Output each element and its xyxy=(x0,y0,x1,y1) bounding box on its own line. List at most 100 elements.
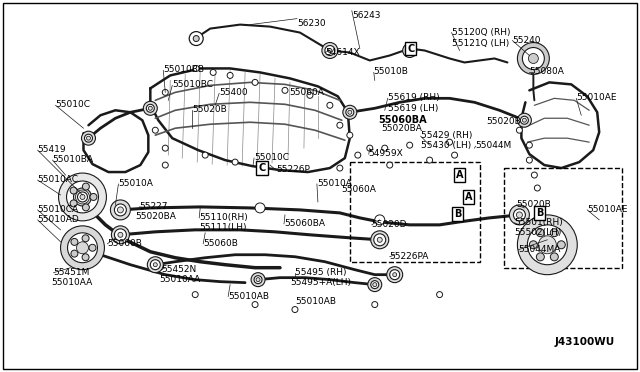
Text: 55010BA: 55010BA xyxy=(52,155,93,164)
Text: 55429 (RH): 55429 (RH) xyxy=(420,131,472,140)
Text: 56230: 56230 xyxy=(297,19,326,28)
Circle shape xyxy=(550,253,558,261)
Text: 55419: 55419 xyxy=(38,145,66,154)
Text: 55020B: 55020B xyxy=(486,117,521,126)
Circle shape xyxy=(347,132,353,138)
Circle shape xyxy=(58,173,106,221)
Circle shape xyxy=(517,113,531,127)
Circle shape xyxy=(252,302,258,308)
Circle shape xyxy=(77,192,88,202)
Circle shape xyxy=(337,165,343,171)
Circle shape xyxy=(372,283,377,286)
Circle shape xyxy=(531,172,538,178)
Circle shape xyxy=(517,215,577,275)
Text: 55060B: 55060B xyxy=(108,239,142,248)
Bar xyxy=(504,168,622,268)
Circle shape xyxy=(406,46,413,54)
Text: 55010B: 55010B xyxy=(374,67,409,76)
Circle shape xyxy=(381,145,388,151)
Circle shape xyxy=(117,207,124,213)
Circle shape xyxy=(337,122,343,128)
Circle shape xyxy=(227,73,233,78)
Text: C: C xyxy=(259,163,266,173)
Circle shape xyxy=(232,159,238,165)
Circle shape xyxy=(517,42,549,74)
Circle shape xyxy=(67,181,99,213)
Circle shape xyxy=(89,244,96,251)
Circle shape xyxy=(90,193,97,201)
Circle shape xyxy=(538,236,556,254)
Text: 55060B: 55060B xyxy=(203,239,238,248)
Circle shape xyxy=(61,226,104,270)
Circle shape xyxy=(154,263,157,267)
Circle shape xyxy=(529,241,538,249)
Circle shape xyxy=(393,273,397,277)
Circle shape xyxy=(346,108,354,116)
Circle shape xyxy=(325,45,335,55)
Circle shape xyxy=(254,276,262,283)
Circle shape xyxy=(516,127,522,133)
Circle shape xyxy=(516,212,522,218)
Text: 55010AD: 55010AD xyxy=(38,215,79,224)
Text: 55452N: 55452N xyxy=(161,265,196,274)
Circle shape xyxy=(210,70,216,76)
Circle shape xyxy=(327,102,333,108)
Text: 54959X: 54959X xyxy=(369,149,404,158)
Text: 55010BC: 55010BC xyxy=(172,80,213,89)
Circle shape xyxy=(436,292,443,298)
Circle shape xyxy=(355,152,361,158)
Text: 55619 (LH): 55619 (LH) xyxy=(388,104,438,113)
Circle shape xyxy=(367,145,372,151)
Circle shape xyxy=(71,250,78,257)
Circle shape xyxy=(193,65,199,71)
Text: 55020B: 55020B xyxy=(192,105,227,114)
Text: 55010AB: 55010AB xyxy=(295,296,336,305)
Circle shape xyxy=(509,205,529,225)
Text: 55010AE: 55010AE xyxy=(588,205,628,214)
Text: 55111(LH): 55111(LH) xyxy=(199,223,246,232)
Circle shape xyxy=(522,48,545,70)
Circle shape xyxy=(202,152,208,158)
Text: 55619 (RH): 55619 (RH) xyxy=(388,93,439,102)
Circle shape xyxy=(375,215,385,225)
Circle shape xyxy=(557,241,565,249)
Circle shape xyxy=(408,48,412,52)
Circle shape xyxy=(68,233,97,263)
Circle shape xyxy=(427,157,433,163)
Text: 55080A: 55080A xyxy=(529,67,564,76)
Circle shape xyxy=(522,118,526,122)
Circle shape xyxy=(81,131,95,145)
Text: 55020BA: 55020BA xyxy=(135,212,176,221)
Text: 55495+A(LH): 55495+A(LH) xyxy=(290,278,351,287)
Circle shape xyxy=(163,89,168,95)
Circle shape xyxy=(115,229,126,241)
Circle shape xyxy=(387,162,393,168)
Circle shape xyxy=(372,302,378,308)
Circle shape xyxy=(118,232,123,237)
Circle shape xyxy=(251,273,265,286)
Circle shape xyxy=(536,229,545,237)
Text: C: C xyxy=(407,44,414,54)
Circle shape xyxy=(147,257,163,273)
Text: 55010A: 55010A xyxy=(118,179,153,188)
Text: B: B xyxy=(536,208,543,218)
Text: B: B xyxy=(454,209,461,219)
Text: 55227: 55227 xyxy=(140,202,168,211)
Circle shape xyxy=(163,162,168,168)
Circle shape xyxy=(76,190,90,204)
Text: 56243: 56243 xyxy=(352,11,380,20)
Circle shape xyxy=(255,203,265,213)
Circle shape xyxy=(513,209,525,221)
Text: 55120Q (RH): 55120Q (RH) xyxy=(452,28,510,36)
Circle shape xyxy=(148,106,152,110)
Circle shape xyxy=(262,162,268,168)
Text: 55010AC: 55010AC xyxy=(38,175,79,184)
Text: 55430 (LH): 55430 (LH) xyxy=(420,141,471,150)
Text: 55020D: 55020D xyxy=(372,220,407,229)
Text: 55451M: 55451M xyxy=(54,268,90,277)
Circle shape xyxy=(163,145,168,151)
Circle shape xyxy=(520,116,529,124)
Text: 55110(RH): 55110(RH) xyxy=(199,213,248,222)
Text: 55010C: 55010C xyxy=(56,100,90,109)
Circle shape xyxy=(529,54,538,64)
